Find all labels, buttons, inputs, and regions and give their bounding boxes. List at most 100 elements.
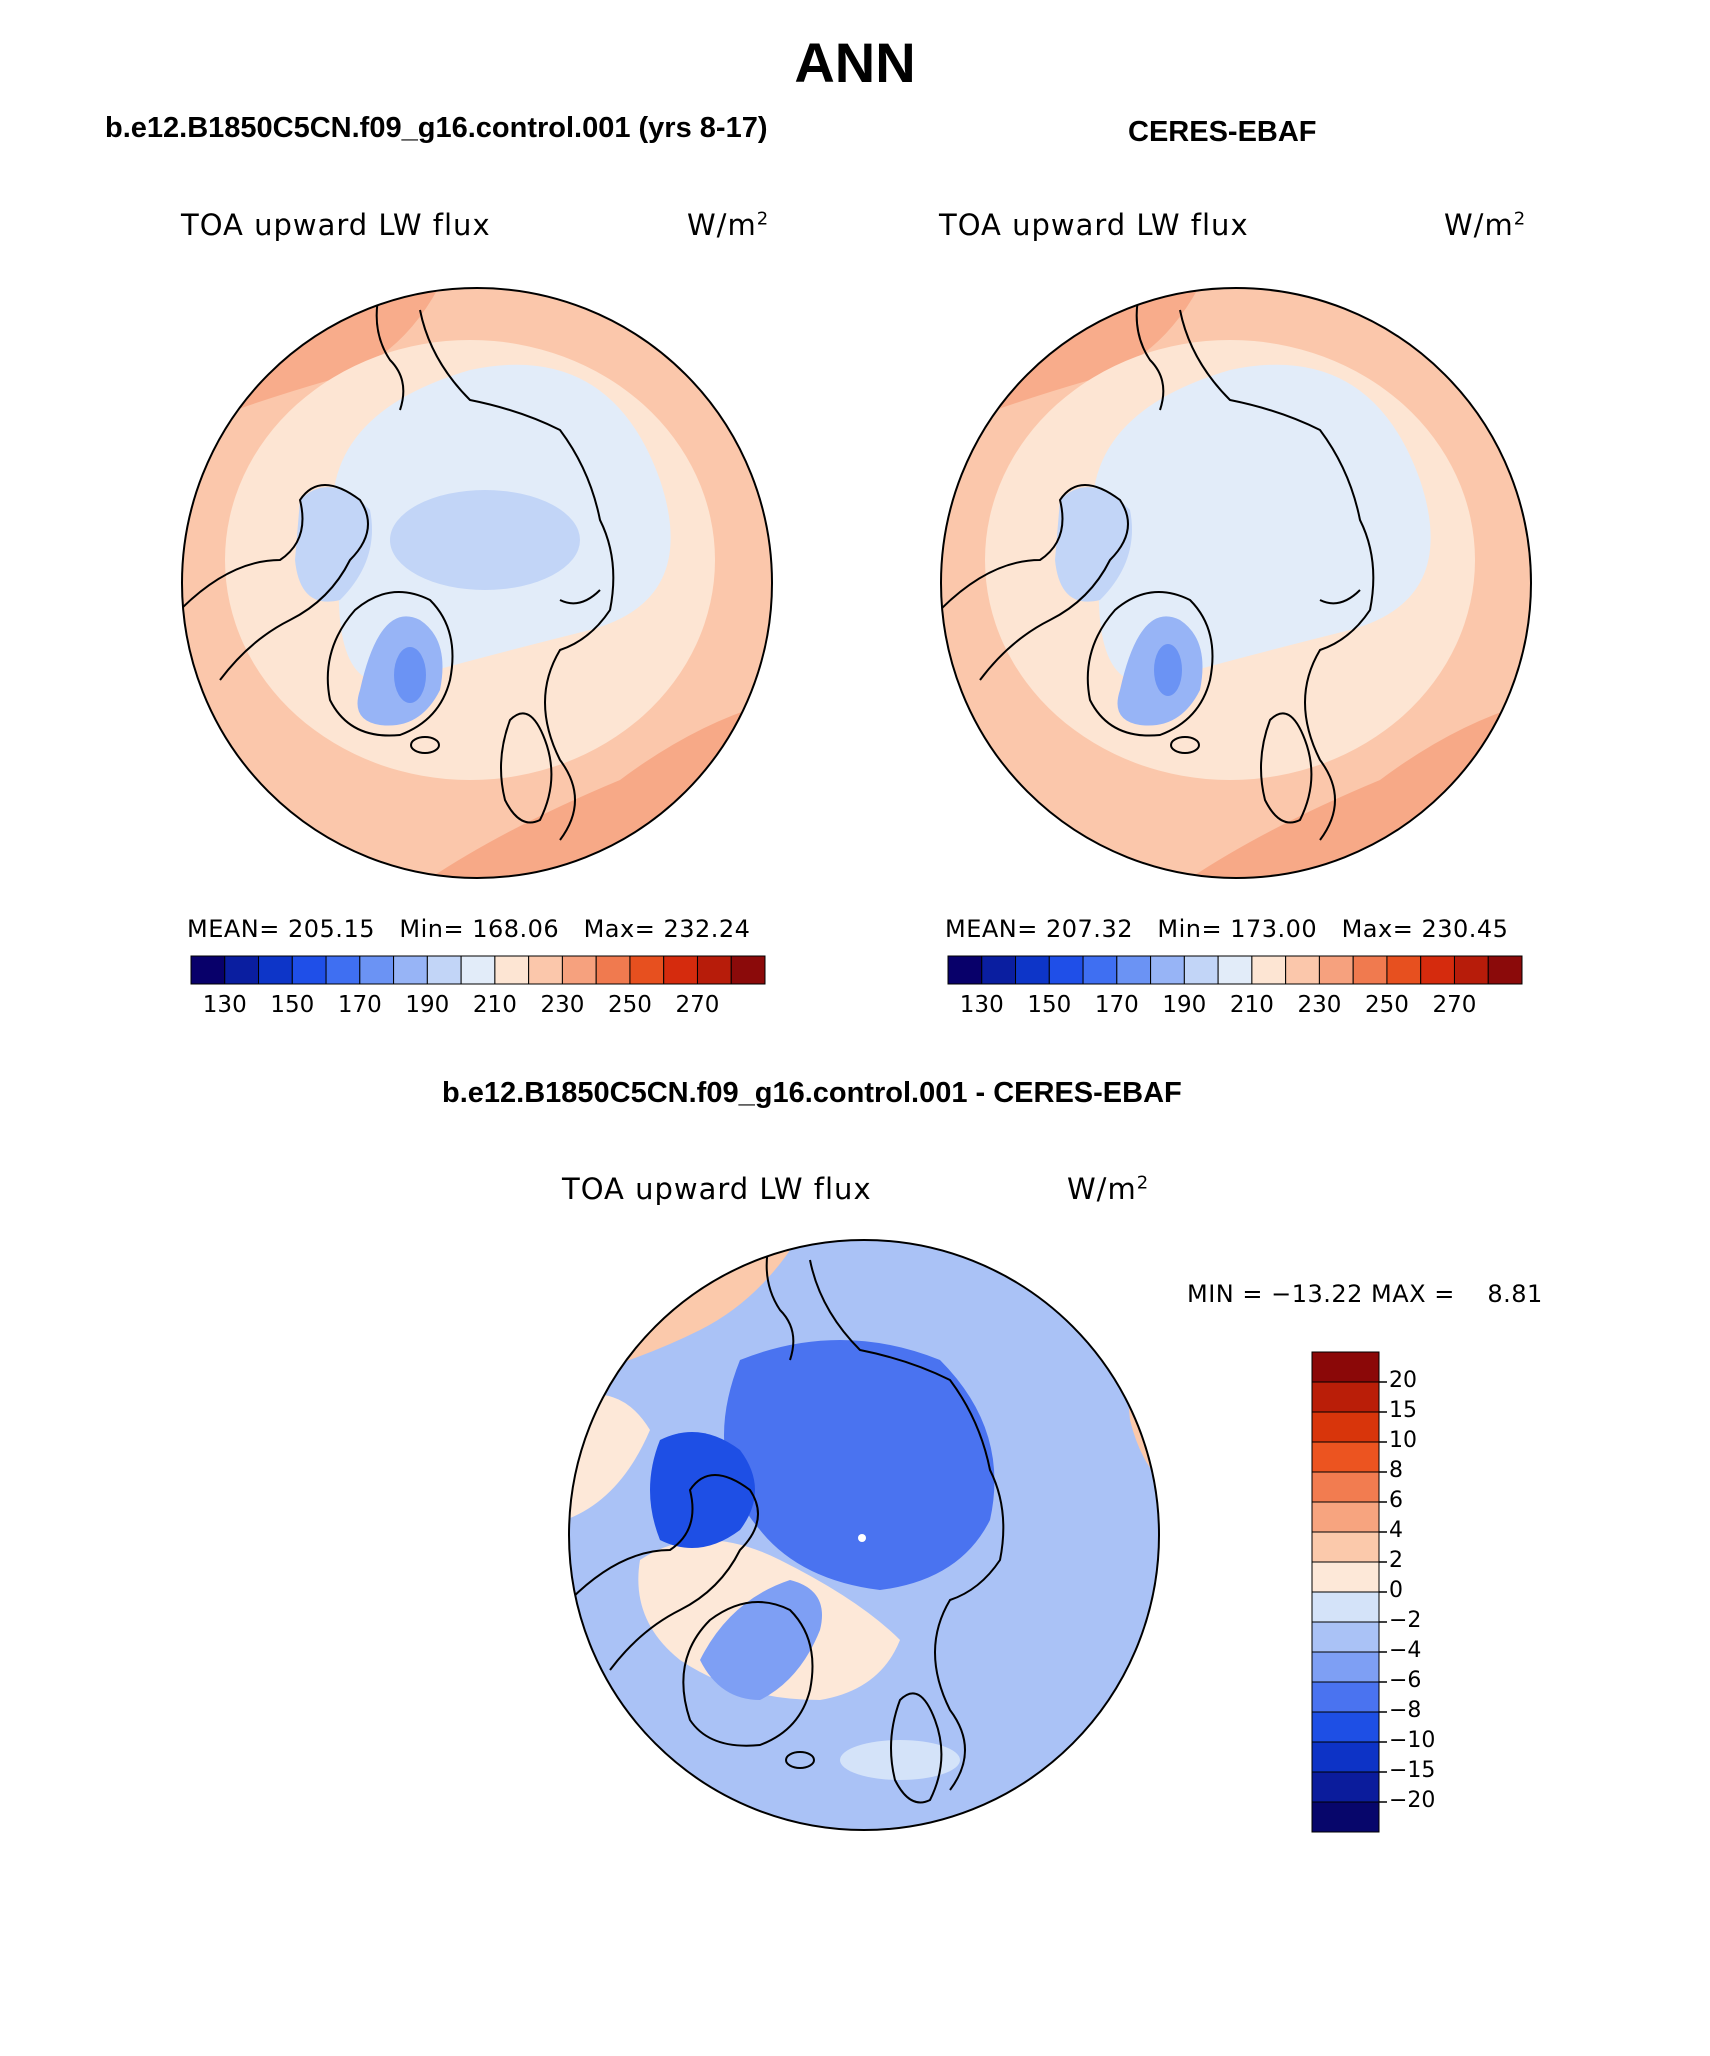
panel2-map-border <box>940 287 1532 879</box>
diff-minmax: MIN = −13.22 MAX = 8.81 <box>1187 1280 1543 1308</box>
diff-colorbar-swatch <box>1311 1741 1380 1773</box>
diff-field-arctic-core <box>724 1340 995 1590</box>
panel1-colorbar-tick-label: 130 <box>202 992 247 1018</box>
panel2-colorbar-swatch <box>981 955 1017 985</box>
panel2-variable: TOA upward LW flux <box>939 208 1249 242</box>
panel2-field-arctic <box>1092 364 1431 683</box>
diff-coast-iceland <box>785 1751 815 1769</box>
diff-colorbar-tick-label: 20 <box>1389 1368 1417 1393</box>
panel2-colorbar-swatch <box>1352 955 1388 985</box>
diff-coast-canada <box>569 1474 759 1671</box>
panel1-colorbar-swatch <box>629 955 665 985</box>
panel1-coast-greenland <box>326 591 454 737</box>
diff-coast-scandinavia <box>890 1692 943 1804</box>
panel1-colorbar-swatch <box>258 955 293 985</box>
panel1-coast-novaya <box>559 589 601 605</box>
panel2-coast-canada <box>941 484 1129 681</box>
panel1-colorbar <box>190 955 766 985</box>
panel1-colorbar-tick-label: 170 <box>337 992 382 1018</box>
diff-colorbar-swatch <box>1311 1681 1380 1713</box>
panel1-mean-label: MEAN= <box>187 915 280 943</box>
diff-colorbar-tick-label: 10 <box>1389 1428 1417 1453</box>
diff-coast-eurasia <box>809 1259 1005 1791</box>
diff-colorbar-tick-label: 6 <box>1389 1488 1403 1513</box>
panel1-colorbar-swatch <box>663 955 698 985</box>
panel1-coast-eurasia <box>419 309 615 841</box>
diff-colorbar-tick-label: −2 <box>1389 1608 1422 1633</box>
diff-colorbar-tick-label: −20 <box>1389 1788 1436 1813</box>
panel2-colorbar-tick-label: 130 <box>959 992 1004 1018</box>
panel2-coast-iceland <box>1170 736 1200 754</box>
diff-coast-greenland <box>682 1601 814 1747</box>
diff-colorbar-tick-label: −15 <box>1389 1758 1436 1783</box>
diff-colorbar-tick-label: −8 <box>1389 1698 1422 1723</box>
diff-colorbar-swatch <box>1311 1411 1380 1443</box>
diff-colorbar <box>1311 1351 1387 1833</box>
panel1-field-central <box>390 490 580 590</box>
diff-colorbar-tick-label: 0 <box>1389 1578 1403 1603</box>
panel2-colorbar-swatch <box>1217 955 1253 985</box>
panel2-colorbar-swatch <box>1318 955 1354 985</box>
diff-coast-alaska <box>765 1240 795 1361</box>
panel1-map-border <box>181 287 773 879</box>
panel2-units: W/m2 <box>1444 208 1527 242</box>
panel1-colorbar-swatch <box>359 955 395 985</box>
panel1-variable: TOA upward LW flux <box>181 208 491 242</box>
panel1-map <box>181 287 773 879</box>
panel2-colorbar-tick-label: 170 <box>1094 992 1139 1018</box>
panel1-colorbar-tick-label: 210 <box>472 992 517 1018</box>
diff-colorbar-tick-label: 8 <box>1389 1458 1403 1483</box>
diff-colorbar-tick-label: 4 <box>1389 1518 1403 1543</box>
panel1-mean-value: 205.15 <box>288 915 375 943</box>
panel2-colorbar <box>947 955 1523 985</box>
panel1-colorbar-tick-label: 250 <box>607 992 652 1018</box>
panel2-field-archipelago <box>1055 487 1132 602</box>
diff-colorbar-swatch <box>1311 1801 1380 1833</box>
diff-colorbar-swatch <box>1311 1501 1380 1533</box>
panel1-field-archipelago <box>295 487 372 602</box>
panel2-mean-label: MEAN= <box>945 915 1038 943</box>
diff-pole-marker <box>858 1534 866 1542</box>
panel2-mean-value: 207.32 <box>1046 915 1133 943</box>
panel2-colorbar-swatch <box>1082 955 1118 985</box>
panel2-coast-alaska <box>1135 289 1165 411</box>
panel1-colorbar-swatch <box>730 955 766 985</box>
panel1-colorbar-swatch <box>494 955 530 985</box>
diff-colorbar-swatch <box>1311 1531 1380 1563</box>
panel1-colorbar-swatch <box>528 955 563 985</box>
diff-field-archipelago <box>650 1432 755 1548</box>
panel2-min-label: Min= <box>1157 915 1223 943</box>
panel2-colorbar-swatch <box>1015 955 1050 985</box>
panel1-colorbar-tick-label: 150 <box>270 992 315 1018</box>
diff-colorbar-swatch <box>1311 1621 1380 1653</box>
panel2-coast-scandinavia <box>1260 712 1313 824</box>
panel2-colorbar-swatch <box>1386 955 1422 985</box>
panel1-colorbar-swatch <box>460 955 496 985</box>
panel2-coast-novaya <box>1319 589 1361 605</box>
diff-colorbar-swatch <box>1311 1711 1380 1743</box>
diff-colorbar-tick-label: 15 <box>1389 1398 1417 1423</box>
diff-units: W/m2 <box>1067 1172 1150 1206</box>
panel2-colorbar-swatch <box>1420 955 1455 985</box>
diff-colorbar-swatch <box>1311 1771 1380 1803</box>
panel2-max-label: Max= <box>1341 915 1414 943</box>
panel2-colorbar-tick-label: 230 <box>1297 992 1342 1018</box>
panel2-map <box>940 287 1532 879</box>
diff-colorbar-tick-label: −6 <box>1389 1668 1422 1693</box>
diff-variable: TOA upward LW flux <box>562 1172 872 1206</box>
panel2-colorbar-swatch <box>1285 955 1320 985</box>
panel1-min-value: 168.06 <box>472 915 560 943</box>
panel2-colorbar-tick-label: 150 <box>1027 992 1072 1018</box>
panel2-colorbar-swatch <box>1487 955 1523 985</box>
diff-colorbar-tick-label: −10 <box>1389 1728 1436 1753</box>
panel1-field-greenland-core <box>394 647 426 703</box>
panel1-colorbar-swatch <box>595 955 631 985</box>
panel1-min-label: Min= <box>399 915 465 943</box>
panel1-colorbar-swatch <box>224 955 260 985</box>
panel2-colorbar-swatch <box>1183 955 1219 985</box>
panel1-colorbar-swatch <box>696 955 732 985</box>
panel1-title: b.e12.B1850C5CN.f09_g16.control.001 (yrs… <box>105 112 768 144</box>
panel1-coast-canada <box>182 484 369 681</box>
panel1-colorbar-swatch <box>426 955 462 985</box>
